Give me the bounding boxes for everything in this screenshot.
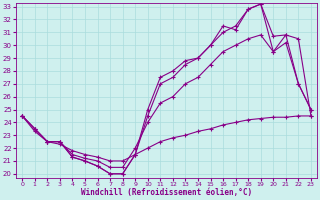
X-axis label: Windchill (Refroidissement éolien,°C): Windchill (Refroidissement éolien,°C): [81, 188, 252, 197]
